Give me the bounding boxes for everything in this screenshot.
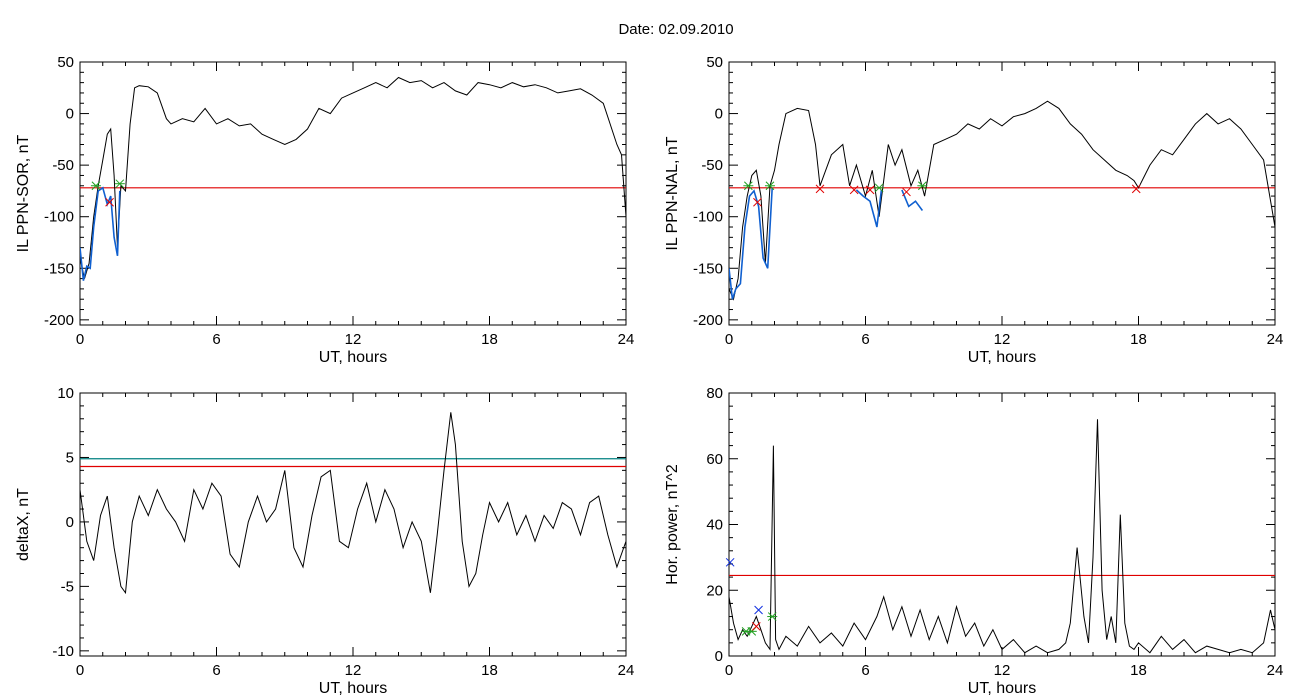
marker-x	[874, 183, 885, 193]
x-tick-label: 12	[994, 331, 1011, 348]
y-tick-label: 40	[706, 517, 723, 534]
x-tick-label: 0	[725, 662, 733, 679]
x-tick-label: 12	[345, 331, 362, 348]
y-tick-label: 0	[715, 648, 723, 665]
marker-x	[865, 185, 875, 195]
date-title: Date: 02.09.2010	[618, 21, 733, 38]
y-tick-label: 0	[715, 106, 723, 123]
marker-stroke	[725, 557, 735, 567]
marker-x	[743, 181, 754, 191]
x-tick-label: 6	[212, 331, 220, 348]
y-axis-label: IL PPN-NAL, nT	[664, 136, 681, 250]
y-tick-label: 10	[57, 385, 74, 402]
y-tick-label: -5	[61, 578, 74, 595]
y-tick-label: 50	[706, 54, 723, 71]
marker-stroke	[753, 197, 762, 207]
marker-stroke	[105, 197, 114, 207]
y-tick-label: 20	[706, 582, 723, 599]
marker-x	[105, 197, 114, 207]
y-tick-label: -10	[52, 643, 74, 660]
series-line-1	[729, 419, 1275, 654]
y-tick-label: -50	[52, 157, 74, 174]
series-line-3	[855, 189, 883, 228]
y-tick-label: 60	[706, 451, 723, 468]
series-line-1	[80, 412, 626, 595]
chart-panel-3: 0 6 12 18 24 -10 -5 0 5 10 UT, hours deltaX, nT	[15, 385, 634, 697]
chart-panel-4: 0 6 12 18 24 0 20 40 60 80 UT, hours Hor. power, nT…	[664, 385, 1283, 697]
x-tick-label: 6	[861, 662, 869, 679]
marker-x	[751, 622, 761, 631]
x-tick-label: 12	[994, 662, 1011, 679]
chart-panel-2: 0 6 12 18 24 -200 -150 -100 -50 0 50 UT, hours IL PP…	[664, 54, 1283, 366]
y-tick-label: 0	[66, 514, 74, 531]
marker-x	[114, 179, 125, 189]
y-tick-label: -100	[44, 209, 74, 226]
x-tick-label: 18	[481, 331, 498, 348]
marker-stroke	[902, 187, 911, 197]
marker-x	[815, 184, 825, 194]
x-axis-label: UT, hours	[319, 349, 387, 366]
y-tick-label: -100	[693, 209, 723, 226]
x-tick-label: 18	[1130, 331, 1147, 348]
marker-x	[902, 187, 911, 197]
marker-stroke	[865, 185, 875, 195]
x-axis-label: UT, hours	[319, 680, 387, 697]
x-tick-label: 6	[212, 662, 220, 679]
x-tick-label: 12	[345, 662, 362, 679]
plot-frame	[79, 61, 627, 326]
y-tick-label: 0	[66, 106, 74, 123]
x-tick-label: 24	[618, 331, 635, 348]
y-tick-label: -150	[693, 260, 723, 277]
plot-frame	[728, 61, 1276, 326]
y-tick-label: -150	[44, 260, 74, 277]
marker-x	[725, 557, 735, 567]
series-line-2	[729, 187, 773, 300]
marker-x	[753, 197, 762, 207]
x-tick-label: 6	[861, 331, 869, 348]
x-tick-label: 24	[1267, 662, 1284, 679]
y-tick-label: 5	[66, 449, 74, 466]
x-tick-label: 18	[1130, 662, 1147, 679]
y-tick-label: 50	[57, 54, 74, 71]
marker-stroke	[849, 185, 859, 195]
marker-x	[917, 181, 928, 191]
series-line-4	[901, 189, 924, 211]
marker-x	[849, 185, 859, 195]
y-axis-label: IL PPN-SOR, nT	[15, 134, 32, 252]
marker-stroke	[754, 605, 763, 615]
y-tick-label: -200	[44, 312, 74, 329]
marker-stroke	[1131, 184, 1141, 194]
x-tick-label: 24	[1267, 331, 1284, 348]
y-axis-label: Hor. power, nT^2	[664, 464, 681, 585]
x-tick-label: 0	[725, 331, 733, 348]
chart-panel-1: 0 6 12 18 24 -200 -150 -100 -50 0 50 UT, hours IL PP…	[15, 54, 634, 366]
plot-frame	[79, 392, 627, 657]
y-tick-label: -50	[701, 157, 723, 174]
marker-x	[767, 612, 778, 621]
series-line-1	[729, 100, 1275, 301]
marker-x	[764, 181, 775, 191]
y-axis-label: deltaX, nT	[15, 488, 32, 561]
marker-x	[1131, 184, 1141, 194]
y-tick-label: 80	[706, 385, 723, 402]
y-tick-label: -200	[693, 312, 723, 329]
x-tick-label: 0	[76, 662, 84, 679]
x-axis-label: UT, hours	[968, 680, 1036, 697]
series-line-2	[80, 186, 121, 281]
marker-x	[754, 605, 763, 615]
marker-stroke	[815, 184, 825, 194]
plot-frame	[728, 392, 1276, 657]
series-line-1	[80, 76, 626, 279]
marker-x	[90, 181, 101, 191]
x-tick-label: 0	[76, 331, 84, 348]
x-tick-label: 18	[481, 662, 498, 679]
marker-stroke	[751, 622, 761, 631]
marker-x	[746, 626, 757, 636]
x-axis-label: UT, hours	[968, 349, 1036, 366]
x-tick-label: 24	[618, 662, 635, 679]
